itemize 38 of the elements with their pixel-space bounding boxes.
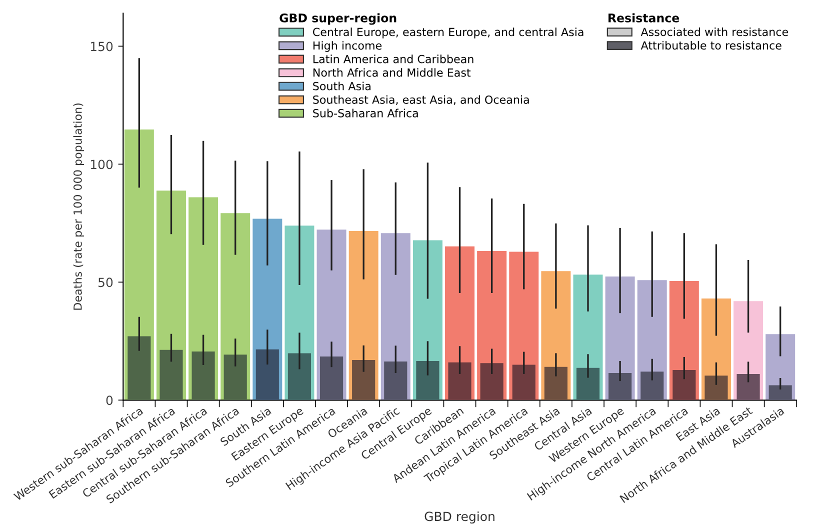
bar — [576, 368, 600, 400]
legend-label: Central Europe, eastern Europe, and central Asia — [312, 28, 584, 38]
bar — [736, 374, 760, 400]
legend-label: High income — [313, 41, 382, 52]
y-axis-title: Deaths (rate per 100 000 population) — [73, 104, 84, 310]
y-tick-label: 100 — [90, 160, 113, 170]
bar — [256, 349, 279, 400]
legend-label: Attributable to resistance — [640, 41, 782, 50]
bar — [640, 372, 664, 400]
legend-label: North Africa and Middle East — [313, 68, 471, 77]
bar — [448, 362, 472, 400]
x-axis-title: GBD region — [424, 511, 494, 524]
text: Resistance — [608, 13, 680, 22]
bar — [704, 376, 728, 400]
bar — [608, 373, 632, 400]
bar — [224, 354, 247, 400]
bar — [320, 356, 344, 400]
legend-label: Southeast Asia, east Asia, and Oceania — [313, 95, 529, 105]
bar — [512, 364, 536, 400]
y-tick-label: 150 — [90, 42, 113, 52]
bar — [128, 336, 151, 400]
legend-label: Latin America and Caribbean — [313, 54, 474, 64]
bar — [384, 361, 408, 400]
legend-label: Sub-Saharan Africa — [313, 108, 418, 118]
bar — [416, 360, 440, 400]
bar — [192, 352, 215, 400]
bar — [768, 385, 792, 400]
y-tick-label: 0 — [106, 396, 113, 406]
bar — [544, 366, 568, 400]
bar — [352, 360, 376, 400]
bar — [160, 350, 183, 400]
bar — [288, 353, 312, 400]
y-tick-label: 50 — [98, 278, 113, 288]
text: GBD super-region — [280, 13, 396, 25]
legend-label: Associated with resistance — [640, 27, 788, 36]
bar — [480, 363, 504, 400]
bar — [672, 370, 696, 400]
legend-label: South Asia — [313, 82, 370, 90]
